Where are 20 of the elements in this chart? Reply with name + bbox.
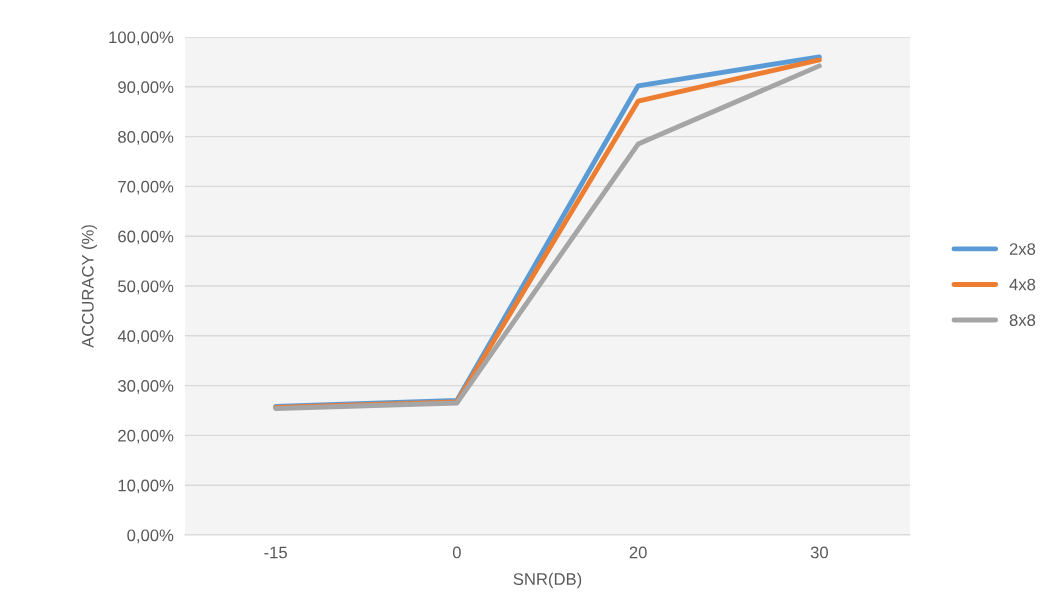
y-tick-label: 10,00% — [118, 479, 174, 494]
y-tick-label: 60,00% — [118, 230, 174, 245]
y-tick-label: 40,00% — [117, 330, 174, 344]
legend-label: 4x8 — [1009, 278, 1036, 291]
y-tick-label: 100,00% — [109, 31, 174, 46]
y-axis-title: ACCURACY (%) — [81, 225, 97, 348]
x-tick-label: 0 — [452, 546, 461, 559]
y-tick-label: 50,00% — [118, 280, 174, 295]
y-tick-label: 90,00% — [118, 81, 174, 95]
y-tick-label: 0,00% — [127, 529, 174, 544]
legend-label: 2x8 — [1009, 243, 1036, 255]
y-tick-label: 20,00% — [118, 429, 174, 444]
x-tick-label: -15 — [264, 546, 287, 559]
x-tick-label: 20 — [629, 546, 647, 559]
legend-label: 8x8 — [1009, 314, 1036, 327]
x-tick-label: 30 — [810, 546, 828, 559]
y-tick-label: 30,00% — [118, 380, 174, 394]
y-tick-label: 80,00% — [118, 131, 174, 145]
x-axis-title: SNR(DB) — [513, 572, 582, 589]
y-tick-label: 70,00% — [118, 180, 174, 195]
